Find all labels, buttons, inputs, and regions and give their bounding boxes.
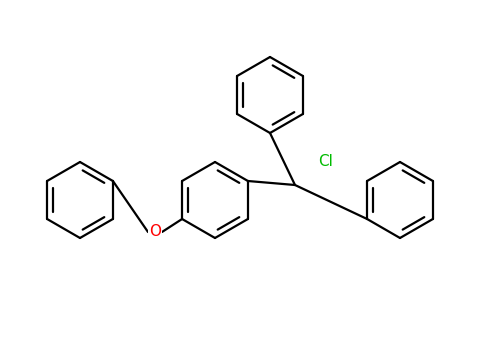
Text: Cl: Cl <box>318 155 333 170</box>
Text: O: O <box>149 224 161 240</box>
